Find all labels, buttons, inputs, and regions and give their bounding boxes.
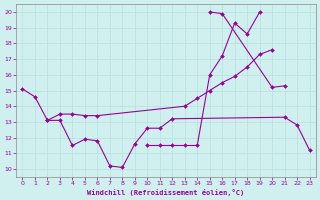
X-axis label: Windchill (Refroidissement éolien,°C): Windchill (Refroidissement éolien,°C) bbox=[87, 189, 245, 196]
